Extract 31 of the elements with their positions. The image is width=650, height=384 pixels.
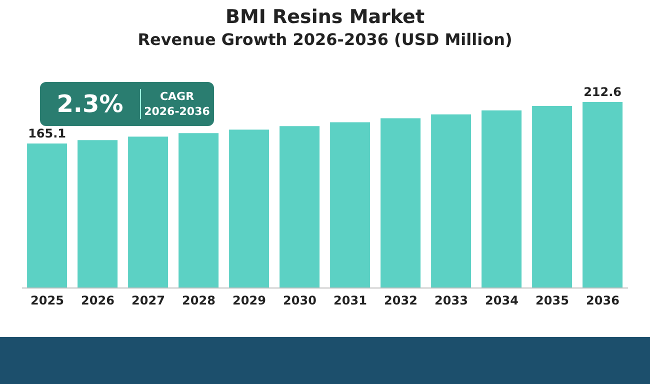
x-tick-label: 2029 [232, 294, 266, 308]
chart-title: BMI Resins Market [224, 6, 426, 28]
bar [78, 140, 118, 288]
bar [128, 136, 168, 288]
bar [582, 102, 623, 288]
bar [532, 106, 572, 288]
data-label: 212.6 [584, 85, 622, 99]
x-tick-label: 2031 [334, 294, 367, 308]
x-tick-label: 2036 [586, 294, 620, 308]
x-tick-label: 2030 [283, 294, 316, 308]
chart-subtitle: Revenue Growth 2026-2036 (USD Million) [136, 30, 514, 49]
bar [482, 110, 522, 288]
bar [229, 130, 270, 288]
data-label: 165.1 [28, 126, 66, 141]
x-tick-label: 2034 [485, 294, 518, 308]
x-tick-label: 2035 [536, 294, 569, 308]
x-tick-label: 2025 [30, 294, 64, 308]
annotation: 2.3% [56, 90, 124, 118]
callout-box: 2.3% CAGR 2026-2036 [38, 80, 216, 128]
x-tick-label: 2033 [434, 294, 468, 308]
annotation: CAGR 2026-2036 [143, 89, 211, 119]
x-tick-label: 2032 [384, 294, 418, 308]
x-tick-label: 2027 [132, 294, 165, 308]
bar [380, 118, 421, 288]
x-tick-label: 2028 [182, 294, 216, 308]
bar [178, 133, 219, 288]
bar [27, 144, 68, 288]
x-tick-label: 2026 [81, 294, 114, 308]
bar [431, 114, 472, 288]
bar [280, 126, 320, 288]
bar [330, 122, 370, 288]
